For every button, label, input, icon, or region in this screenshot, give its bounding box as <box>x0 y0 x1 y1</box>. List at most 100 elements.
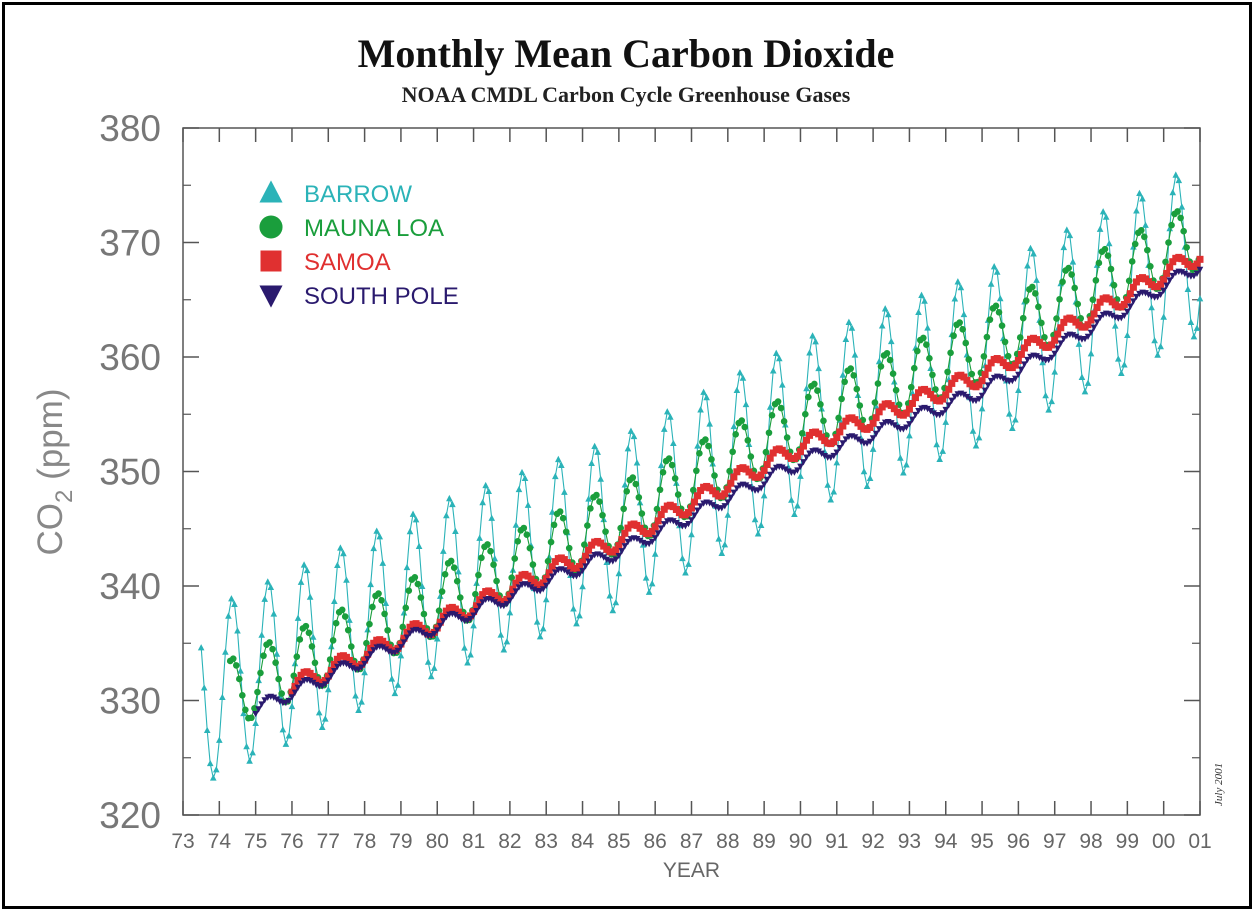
legend-marker-samoa <box>260 250 282 272</box>
point-samoa <box>545 569 553 577</box>
x-tick-label: 92 <box>861 830 884 853</box>
point-barrow <box>1175 176 1183 184</box>
point-barrow <box>364 626 371 633</box>
point-mauna-loa <box>587 505 594 512</box>
point-mauna-loa <box>366 620 373 628</box>
point-barrow <box>573 620 580 627</box>
point-barrow <box>473 579 480 586</box>
point-mauna-loa <box>508 574 516 581</box>
point-mauna-loa <box>453 577 461 585</box>
point-mauna-loa <box>257 669 264 677</box>
point-barrow <box>340 549 347 557</box>
point-mauna-loa <box>275 675 282 683</box>
point-south-pole <box>367 651 374 658</box>
point-mauna-loa <box>478 554 485 562</box>
point-south-pole <box>379 644 387 651</box>
point-south-pole <box>978 392 986 399</box>
point-mauna-loa <box>1032 290 1039 297</box>
point-mauna-loa <box>562 528 570 536</box>
point-barrow <box>1139 195 1146 202</box>
point-mauna-loa <box>674 491 682 498</box>
point-barrow <box>536 633 544 640</box>
point-south-pole <box>1163 282 1171 289</box>
point-barrow <box>1015 386 1022 394</box>
point-barrow <box>866 474 874 481</box>
point-mauna-loa <box>802 410 809 418</box>
point-south-pole <box>769 467 777 474</box>
point-barrow <box>939 447 947 454</box>
point-barrow <box>897 454 904 461</box>
point-samoa <box>618 536 626 544</box>
point-samoa <box>866 423 874 431</box>
point-mauna-loa <box>347 643 355 650</box>
point-south-pole <box>585 558 592 565</box>
point-barrow <box>1096 225 1104 232</box>
point-barrow <box>833 459 841 466</box>
point-barrow <box>400 609 408 616</box>
point-barrow <box>512 521 520 528</box>
point-samoa <box>648 527 656 535</box>
point-south-pole <box>470 612 477 619</box>
point-barrow <box>1118 369 1125 377</box>
point-barrow <box>803 384 810 392</box>
point-samoa <box>582 552 590 560</box>
point-barrow <box>809 332 816 339</box>
point-samoa <box>963 376 971 384</box>
point-mauna-loa <box>814 387 821 395</box>
point-samoa <box>948 379 956 387</box>
point-south-pole <box>915 407 922 415</box>
point-barrow <box>642 574 650 581</box>
point-barrow <box>343 576 350 583</box>
point-samoa <box>1017 350 1025 358</box>
point-south-pole <box>285 697 293 705</box>
point-barrow <box>957 283 965 291</box>
point-south-pole <box>1160 287 1167 295</box>
point-barrow <box>358 698 365 705</box>
point-south-pole <box>878 422 886 429</box>
point-south-pole <box>806 450 813 457</box>
point-barrow <box>1196 295 1204 302</box>
point-samoa <box>358 660 366 668</box>
point-mauna-loa <box>599 511 606 519</box>
side-note: July 2001 <box>1213 763 1225 806</box>
point-south-pole <box>866 438 874 446</box>
point-south-pole <box>1157 291 1164 299</box>
point-barrow <box>739 374 747 381</box>
point-south-pole <box>903 424 910 431</box>
point-samoa <box>361 656 369 664</box>
point-mauna-loa <box>1174 208 1181 215</box>
point-south-pole <box>440 618 447 625</box>
point-mauna-loa <box>620 505 627 513</box>
point-south-pole <box>524 582 532 589</box>
series-samoa <box>288 253 1204 696</box>
point-barrow <box>754 530 762 537</box>
point-barrow <box>648 580 656 587</box>
point-south-pole <box>697 503 704 510</box>
point-mauna-loa <box>690 486 697 494</box>
point-mauna-loa <box>523 531 531 538</box>
point-barrow <box>842 335 850 343</box>
point-south-pole <box>673 519 680 527</box>
point-barrow <box>243 742 250 750</box>
point-mauna-loa <box>777 404 785 412</box>
point-barrow <box>900 469 907 476</box>
point-mauna-loa <box>581 541 588 549</box>
point-south-pole <box>612 556 620 563</box>
point-barrow <box>331 597 338 604</box>
point-barrow <box>373 527 381 534</box>
point-samoa <box>585 546 593 554</box>
point-samoa <box>799 442 807 450</box>
point-south-pole <box>252 710 259 718</box>
point-mauna-loa <box>1095 259 1103 267</box>
x-tick-label: 86 <box>643 830 666 853</box>
point-mauna-loa <box>1001 338 1009 346</box>
point-south-pole <box>479 599 486 606</box>
point-samoa <box>579 558 587 566</box>
point-barrow <box>682 569 689 576</box>
point-barrow <box>918 291 925 298</box>
point-mauna-loa <box>671 475 679 482</box>
point-south-pole <box>836 444 844 452</box>
point-samoa <box>905 405 913 413</box>
point-barrow <box>346 616 353 623</box>
point-mauna-loa <box>260 652 267 660</box>
